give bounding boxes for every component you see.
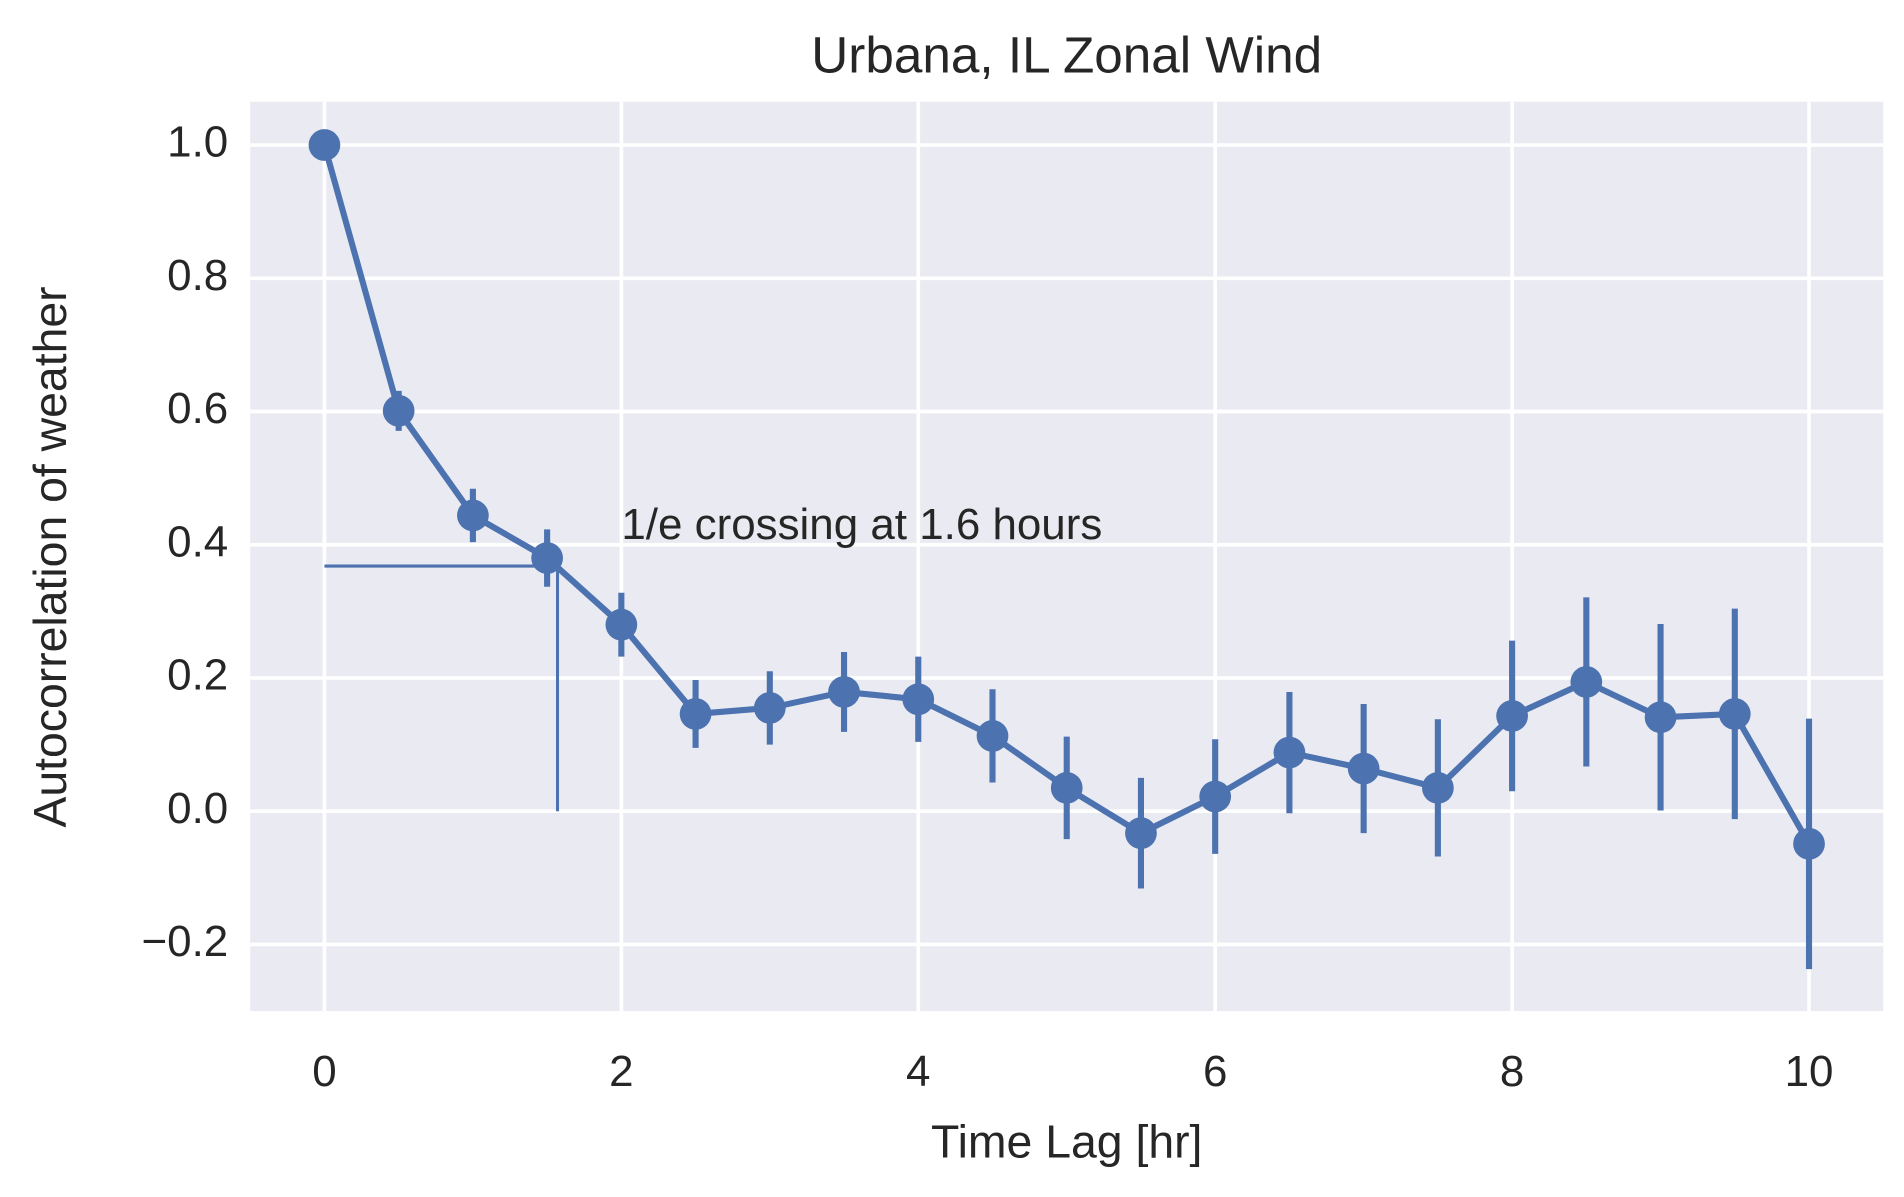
x-tick-label: 10 bbox=[1785, 1047, 1834, 1096]
data-point bbox=[531, 542, 563, 574]
data-point bbox=[976, 720, 1009, 752]
data-point bbox=[1050, 772, 1083, 804]
data-point bbox=[1422, 772, 1454, 804]
data-point bbox=[902, 683, 935, 716]
data-point bbox=[1199, 780, 1232, 813]
data-point bbox=[457, 499, 489, 532]
data-point bbox=[605, 608, 638, 641]
y-axis-label: Autocorrelation of weather bbox=[24, 286, 76, 827]
x-tick-label: 8 bbox=[1500, 1047, 1524, 1096]
data-point bbox=[1644, 701, 1677, 734]
y-tick-label: 0.4 bbox=[167, 517, 228, 566]
data-point bbox=[308, 129, 341, 161]
x-tick-label: 6 bbox=[1203, 1047, 1227, 1096]
y-tick-label: 0.2 bbox=[167, 651, 228, 700]
data-point bbox=[1273, 736, 1306, 769]
data-point bbox=[1718, 698, 1751, 730]
x-tick-label: 0 bbox=[312, 1047, 336, 1096]
y-tick-label: 0.8 bbox=[167, 251, 228, 300]
data-point bbox=[753, 692, 786, 724]
x-tick-label: 4 bbox=[906, 1047, 930, 1096]
data-point bbox=[1793, 827, 1825, 860]
plot-area bbox=[250, 101, 1884, 1012]
data-point bbox=[1570, 666, 1603, 698]
x-tick-label: 2 bbox=[609, 1047, 633, 1096]
chart-title: Urbana, IL Zonal Wind bbox=[811, 27, 1322, 84]
annotation: 1/e crossing at 1.6 hours bbox=[621, 500, 1102, 549]
y-tick-label: 0.6 bbox=[167, 384, 228, 433]
data-point bbox=[382, 394, 415, 427]
y-tick-label: −0.2 bbox=[142, 917, 229, 966]
data-point bbox=[679, 698, 712, 730]
data-point bbox=[828, 676, 860, 708]
data-point bbox=[1125, 817, 1157, 850]
data-point bbox=[1347, 752, 1380, 785]
data-point bbox=[1496, 700, 1528, 732]
x-axis-label: Time Lag [hr] bbox=[931, 1116, 1202, 1168]
y-tick-label: 0.0 bbox=[167, 784, 228, 833]
y-tick-label: 1.0 bbox=[167, 118, 228, 167]
